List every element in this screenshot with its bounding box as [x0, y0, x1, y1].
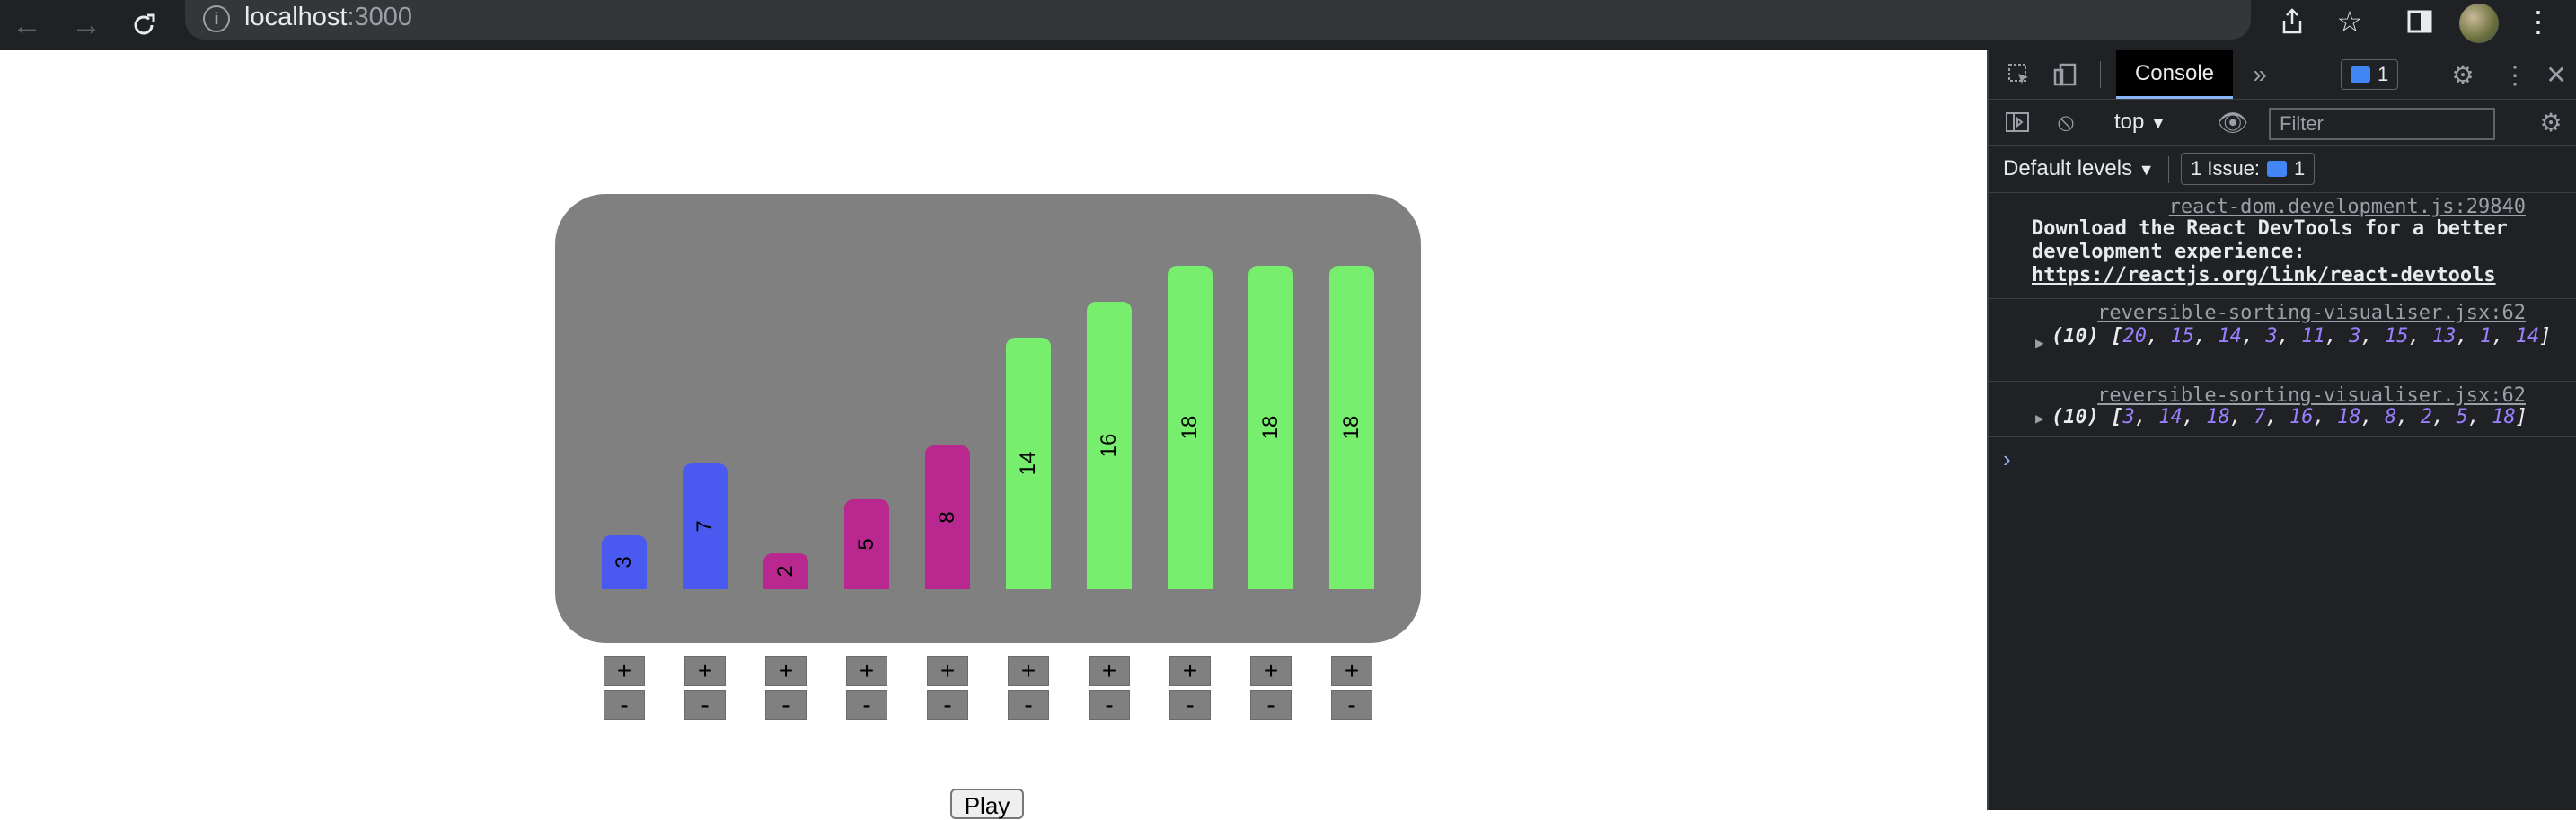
console-settings-gear-icon[interactable]: ⚙ — [2539, 108, 2563, 137]
log-levels-dropdown[interactable]: Default levels ▼ — [2003, 156, 2155, 181]
bar: 18 — [1168, 266, 1213, 589]
bookmark-star-icon[interactable]: ☆ — [2336, 5, 2363, 38]
bar: 18 — [1248, 266, 1293, 589]
play-button[interactable]: Play — [950, 789, 1024, 819]
expand-triangle-icon[interactable]: ▶ — [2035, 334, 2044, 351]
settings-gear-icon[interactable]: ⚙ — [2451, 60, 2475, 89]
divider — [2100, 61, 2101, 88]
issues-link-button[interactable]: 1 Issue: 1 — [2181, 153, 2316, 185]
visualiser-stage: 3 7 2 5 8 14 16 18 18 18 — [555, 194, 1421, 643]
message-icon — [2351, 66, 2370, 83]
devtools-menu-icon[interactable]: ⋮ — [2502, 60, 2527, 89]
log-source-link[interactable]: react-dom.development.js:29840 — [2168, 196, 2526, 218]
share-icon[interactable] — [2272, 4, 2312, 40]
increment-button[interactable]: + — [927, 656, 968, 686]
decrement-button[interactable]: - — [684, 690, 726, 720]
issues-counter-button[interactable]: 1 — [2341, 59, 2399, 90]
log-array[interactable]: (10) [20, 15, 14, 3, 11, 3, 15, 13, 1, 1… — [2051, 325, 2552, 348]
decrement-button[interactable]: - — [927, 690, 968, 720]
context-selector[interactable]: top ▼ — [2114, 110, 2166, 134]
increment-button[interactable]: + — [1089, 656, 1130, 686]
reload-icon[interactable] — [124, 7, 163, 43]
divider — [2168, 156, 2169, 183]
bar-value-label: 2 — [773, 565, 798, 578]
devtools-panel: Console » 1 ⚙ ⋮ ✕ ⦸ top ▼ 👁 Filter ⚙ Def… — [1987, 50, 2576, 810]
devtools-link[interactable]: https://reactjs.org/link/react-devtools — [2032, 264, 2496, 287]
more-tabs-icon[interactable]: » — [2253, 60, 2267, 88]
side-panel-icon[interactable] — [2400, 4, 2439, 40]
decrement-button[interactable]: - — [1008, 690, 1049, 720]
bar: 7 — [683, 463, 728, 589]
bar: 18 — [1329, 266, 1374, 589]
bar-value-label: 18 — [1258, 415, 1283, 440]
increment-button[interactable]: + — [684, 656, 726, 686]
decrement-button[interactable]: - — [1089, 690, 1130, 720]
bar-value-label: 16 — [1097, 433, 1121, 458]
levels-row: Default levels ▼ 1 Issue: 1 — [1989, 145, 2576, 193]
bar: 16 — [1087, 302, 1132, 589]
console-toolbar: ⦸ top ▼ 👁 Filter ⚙ — [1989, 99, 2576, 146]
increment-button[interactable]: + — [765, 656, 807, 686]
address-bar[interactable]: i localhost:3000 — [185, 0, 2251, 40]
tab-console[interactable]: Console — [2116, 50, 2233, 99]
increment-button[interactable]: + — [1331, 656, 1372, 686]
bar: 5 — [844, 499, 889, 589]
back-icon[interactable]: ← — [12, 7, 42, 42]
devtools-tabbar: Console » 1 ⚙ ⋮ ✕ — [1989, 50, 2576, 100]
increment-button[interactable]: + — [1169, 656, 1211, 686]
log-array[interactable]: (10) [3, 14, 18, 7, 16, 18, 8, 2, 5, 18] — [2051, 406, 2527, 428]
profile-avatar[interactable] — [2459, 4, 2499, 43]
log-text: Download the React DevTools for a better… — [2032, 217, 2508, 287]
url-text: localhost:3000 — [244, 3, 413, 31]
bar-value-label: 5 — [854, 538, 878, 551]
log-source-link[interactable]: reversible-sorting-visualiser.jsx:62 — [2097, 384, 2526, 407]
decrement-button[interactable]: - — [846, 690, 887, 720]
live-expression-eye-icon[interactable]: 👁 — [2217, 108, 2249, 137]
bar: 2 — [763, 553, 808, 589]
message-icon — [2267, 161, 2288, 177]
forward-icon[interactable]: → — [71, 7, 101, 42]
decrement-button[interactable]: - — [604, 690, 645, 720]
bar: 8 — [925, 445, 970, 589]
log-source-link[interactable]: reversible-sorting-visualiser.jsx:62 — [2097, 302, 2526, 324]
decrement-button[interactable]: - — [1331, 690, 1372, 720]
increment-button[interactable]: + — [1008, 656, 1049, 686]
bar-value-label: 18 — [1178, 415, 1202, 440]
device-toolbar-icon[interactable] — [2048, 57, 2084, 93]
console-prompt[interactable]: › — [2003, 445, 2011, 472]
show-sidebar-icon[interactable] — [1999, 104, 2035, 140]
console-message: reversible-sorting-visualiser.jsx:62 ▶ (… — [1989, 381, 2576, 437]
dropdown-arrow-icon: ▼ — [2150, 114, 2166, 132]
close-icon[interactable]: ✕ — [2545, 60, 2567, 89]
expand-triangle-icon[interactable]: ▶ — [2035, 410, 2044, 427]
decrement-button[interactable]: - — [765, 690, 807, 720]
increment-button[interactable]: + — [846, 656, 887, 686]
increment-button[interactable]: + — [1250, 656, 1292, 686]
site-info-icon[interactable]: i — [203, 5, 230, 32]
inspect-element-icon[interactable] — [2001, 57, 2037, 93]
decrement-button[interactable]: - — [1250, 690, 1292, 720]
bar: 14 — [1006, 338, 1051, 589]
dropdown-arrow-icon: ▼ — [2138, 161, 2155, 179]
console-message: react-dom.development.js:29840 Download … — [1989, 192, 2576, 299]
bar-value-label: 14 — [1016, 451, 1040, 476]
bar-value-label: 3 — [612, 556, 636, 569]
filter-input[interactable]: Filter — [2269, 108, 2495, 140]
menu-kebab-icon[interactable]: ⋮ — [2524, 5, 2553, 38]
bar-value-label: 8 — [935, 511, 959, 524]
decrement-button[interactable]: - — [1169, 690, 1211, 720]
increment-button[interactable]: + — [604, 656, 645, 686]
clear-console-icon[interactable]: ⦸ — [2057, 107, 2075, 136]
browser-toolbar: ← → i localhost:3000 ☆ ⋮ — [0, 0, 2576, 50]
bar-value-label: 7 — [693, 520, 717, 533]
bar: 3 — [602, 535, 647, 589]
console-message: reversible-sorting-visualiser.jsx:62 ▶ (… — [1989, 298, 2576, 382]
bar-value-label: 18 — [1339, 415, 1363, 440]
